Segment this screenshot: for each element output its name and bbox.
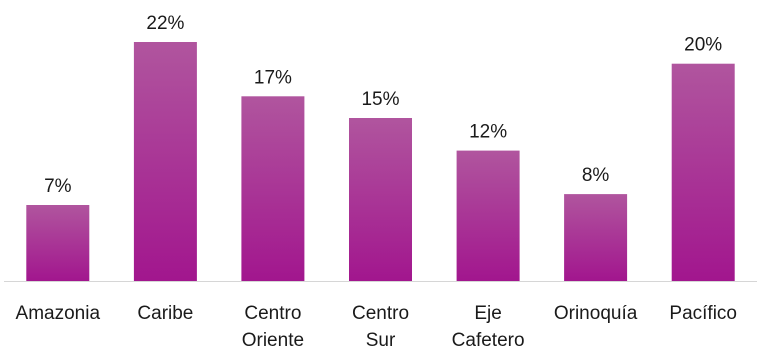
x-tick-label-6: Pacífico: [669, 303, 737, 324]
x-tick-label-2: Centro Oriente: [242, 303, 304, 351]
x-tick-label-4: Eje Cafetero: [452, 303, 525, 351]
x-tick-labels-group: Amazonia Caribe Centro Oriente Centro Sur Eje C…: [16, 303, 737, 351]
data-label-3: 15%: [361, 89, 399, 110]
x-tick-label-5: Orinoquía: [554, 303, 638, 324]
data-label-1: 22%: [146, 13, 184, 34]
data-label-0: 7%: [44, 176, 72, 197]
bar-5: [564, 194, 628, 281]
bars-group: [26, 42, 735, 282]
data-label-6: 20%: [684, 35, 722, 56]
data-label-4: 12%: [469, 122, 507, 143]
bar-6: [671, 63, 735, 282]
bar-2: [241, 96, 305, 281]
x-tick-label-0: Amazonia: [16, 303, 101, 324]
x-tick-label-1: Caribe: [137, 303, 193, 324]
data-labels-group: 7% 22% 17% 15% 12% 8% 20%: [44, 13, 722, 197]
x-tick-label-3: Centro Sur: [352, 303, 409, 351]
bar-0: [26, 205, 90, 281]
data-label-2: 17%: [254, 67, 292, 88]
bar-3: [349, 118, 412, 281]
data-label-5: 8%: [582, 165, 610, 186]
bar-4: [456, 150, 520, 281]
bar-1: [133, 42, 197, 281]
